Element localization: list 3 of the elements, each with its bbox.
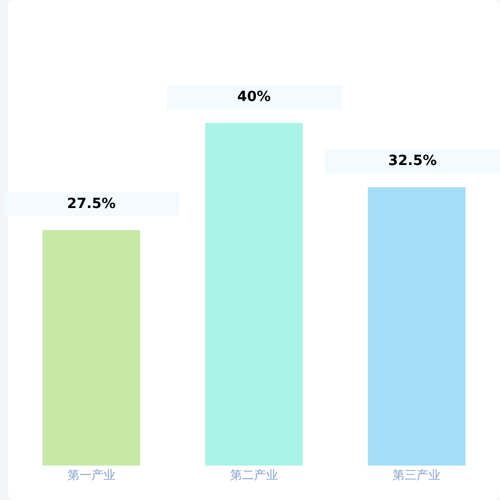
x-tick-label: 第一产业 <box>67 468 116 482</box>
x-tick-label: 第三产业 <box>392 468 441 482</box>
x-tick-label: 第二产业 <box>230 468 278 482</box>
